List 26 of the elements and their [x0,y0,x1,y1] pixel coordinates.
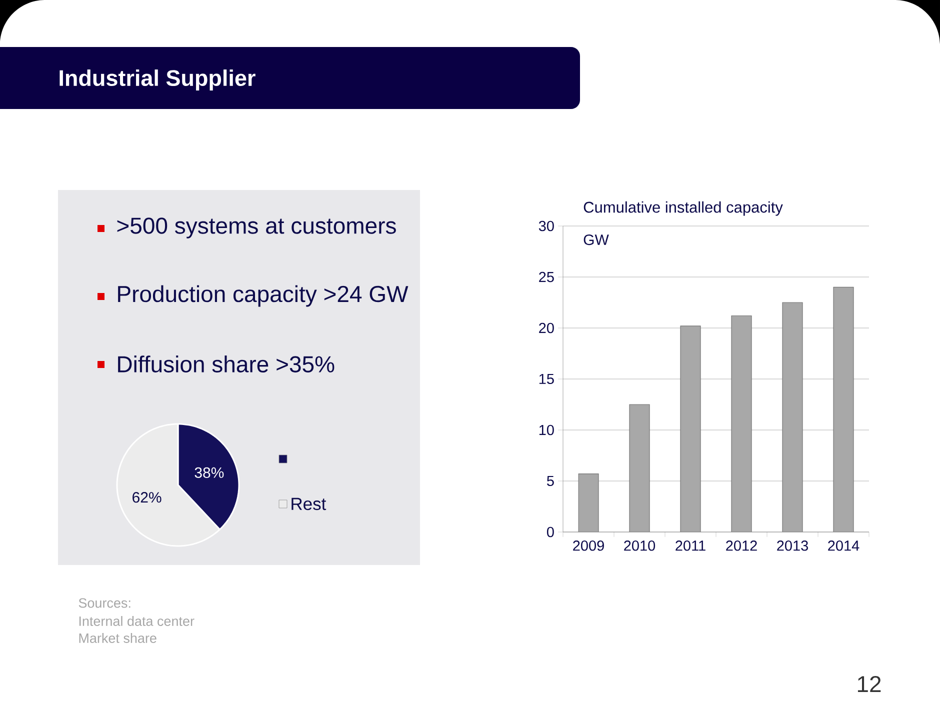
x-tick-label: 2009 [573,540,604,551]
source-note: Sources: [78,598,130,608]
y-tick-label: 10 [539,424,554,436]
x-tick-label: 2014 [828,540,860,551]
text: Production capacity >24 GW [118,285,408,307]
x-tick-label: 2013 [777,540,808,551]
y-tick-label: 25 [539,272,554,282]
x-tick-label: 2012 [726,540,757,551]
data-label: 38% [194,467,224,478]
y-tick-label: 30 [538,220,554,232]
y-tick-label: 15 [539,374,554,384]
y-tick-label: 5 [546,476,554,486]
x-tick-label: 2010 [624,540,656,551]
text: Diffusion share >35% [118,356,334,372]
text: Industrial Supplier [60,70,256,90]
y-axis-title: GW [584,234,609,246]
text: 12 [858,676,881,692]
legend-label: Rest [292,498,326,510]
text: Internal data center [79,616,194,626]
y-tick-label: 0 [546,526,554,538]
x-tick-label: 2011 [676,540,706,551]
text: Market share [79,633,156,643]
chart-title: Cumulative installed capacity [584,201,783,216]
text: >500 systems at customers [117,218,396,238]
y-tick-label: 20 [539,322,554,334]
data-label: 62% [132,492,162,503]
